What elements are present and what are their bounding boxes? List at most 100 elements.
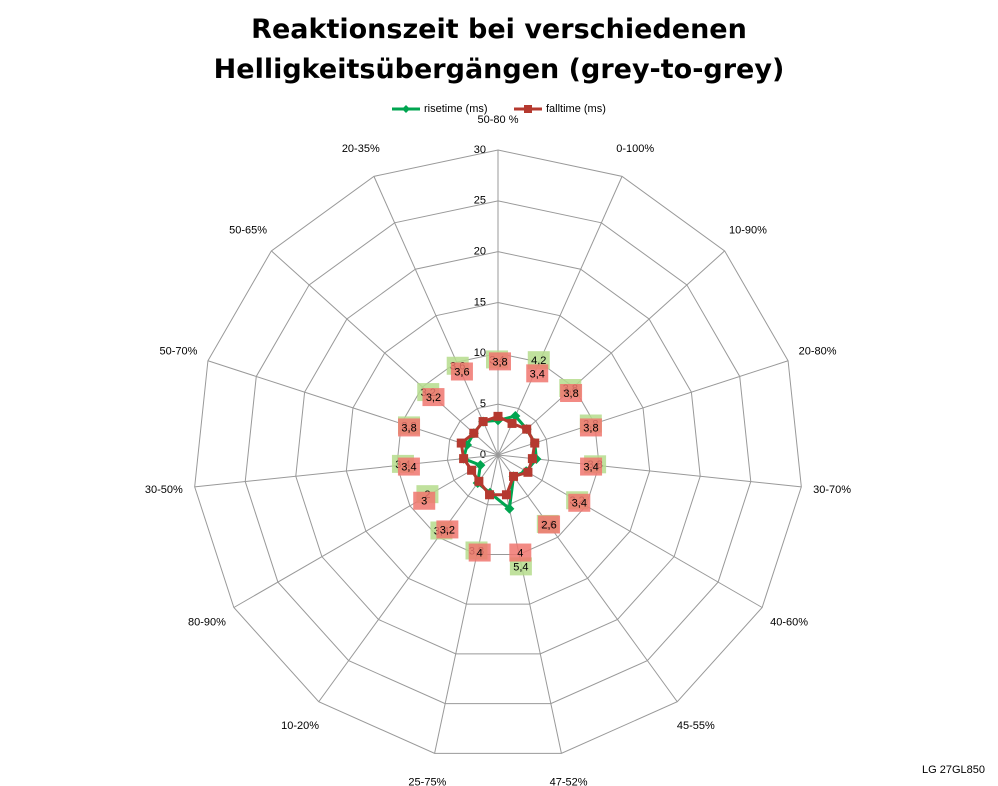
spoke: [497, 454, 763, 608]
marker: [530, 438, 540, 448]
data-label-box: [413, 491, 436, 510]
data-label: 3: [421, 496, 427, 508]
spoke: [497, 176, 623, 456]
marker: [475, 460, 486, 471]
spoke: [497, 454, 802, 488]
spoke: [318, 454, 499, 703]
data-label-box: [397, 457, 420, 476]
marker: [509, 471, 519, 481]
spoke: [271, 250, 499, 456]
data-label: 5,4: [513, 561, 528, 573]
grid-ring: [396, 352, 600, 555]
data-label-box: [468, 543, 491, 562]
spoke: [434, 454, 499, 754]
spoke: [497, 360, 789, 456]
category-label: 20-80%: [799, 345, 837, 357]
category-label: 10-90%: [729, 225, 767, 237]
spoke: [497, 250, 725, 456]
marker: [504, 503, 515, 514]
data-label-box: [509, 557, 532, 576]
grid-ring: [244, 200, 752, 705]
category-label: 50-70%: [159, 345, 197, 357]
marker: [523, 467, 533, 477]
marker: [522, 424, 532, 434]
data-label-group: 3: [413, 491, 436, 510]
category-label: 45-55%: [677, 720, 715, 732]
grid-ring: [446, 403, 550, 506]
y-tick-label: 5: [480, 398, 486, 410]
grid-ring: [194, 149, 802, 754]
data-label-group: 4: [509, 543, 532, 562]
marker: [501, 490, 511, 500]
series-line: [459, 414, 537, 497]
data-label-group: 4: [468, 543, 491, 562]
data-label-box: [526, 364, 549, 383]
data-label: 3,2: [426, 392, 441, 404]
category-label: 30-50%: [145, 484, 183, 496]
spoke: [194, 454, 499, 488]
marker: [507, 418, 517, 428]
data-label: 4: [517, 547, 523, 559]
marker: [485, 490, 495, 500]
category-label: 0-100%: [616, 143, 654, 155]
data-label-box: [436, 520, 459, 539]
y-tick-label: 15: [474, 296, 486, 308]
data-label-box: [398, 418, 421, 437]
spoke: [233, 454, 499, 608]
data-label: 3,8: [492, 356, 507, 368]
footnote: LG 27GL850: [922, 764, 985, 776]
data-label: 4: [477, 547, 483, 559]
chart-title: Reaktionszeit bei verschiedenen Helligke…: [213, 14, 785, 85]
category-label: 80-90%: [188, 616, 226, 628]
data-label: 3,8: [563, 388, 578, 400]
data-label: 3,2: [440, 524, 455, 536]
grid-ring: [345, 301, 651, 605]
data-label: 3,4: [530, 368, 545, 380]
category-label: 50-80 %: [478, 114, 519, 126]
category-label: 47-52%: [550, 777, 588, 786]
data-label-group: 3,4: [526, 364, 549, 383]
marker: [478, 417, 488, 427]
data-label-group: 3,6: [450, 362, 473, 381]
data-label-group: 2,6: [538, 515, 561, 534]
data-label-box: [509, 543, 532, 562]
data-label: 3,4: [572, 498, 587, 510]
category-label: 20-35%: [342, 143, 380, 155]
data-label: 3,4: [583, 461, 598, 473]
data-label-group: 3,2: [436, 520, 459, 539]
data-label: 2,6: [541, 519, 556, 531]
marker: [493, 411, 503, 421]
marker: [456, 438, 466, 448]
category-label: 40-60%: [770, 616, 808, 628]
category-label: 10-20%: [281, 720, 319, 732]
y-tick-label: 10: [474, 347, 486, 359]
data-label: 3,4: [401, 461, 416, 473]
data-label-box: [538, 515, 561, 534]
data-label-box: [450, 362, 473, 381]
legend-marker: [524, 105, 532, 113]
data-label-box: [580, 457, 603, 476]
marker: [469, 428, 479, 438]
data-label-group: 3,8: [398, 418, 421, 437]
data-label-group: 3,2: [422, 388, 445, 407]
data-label-box: [568, 493, 591, 512]
category-label: 50-65%: [229, 225, 267, 237]
data-label: 3,8: [401, 422, 416, 434]
category-label: 30-70%: [813, 484, 851, 496]
data-label: 3,6: [454, 366, 469, 378]
legend-label: falltime (ms): [546, 103, 606, 115]
data-label-group: 3,4: [580, 457, 603, 476]
data-label: 4,2: [531, 355, 546, 367]
category-label: 25-75%: [408, 777, 446, 786]
legend-marker: [402, 105, 410, 113]
spoke: [373, 176, 499, 456]
marker: [467, 465, 477, 475]
data-label-group: 3,8: [489, 352, 511, 371]
marker: [474, 476, 484, 486]
marker: [510, 410, 521, 421]
grid-ring: [295, 251, 701, 655]
y-tick-label: 20: [474, 246, 486, 258]
data-label-group: 3,8: [560, 384, 583, 403]
